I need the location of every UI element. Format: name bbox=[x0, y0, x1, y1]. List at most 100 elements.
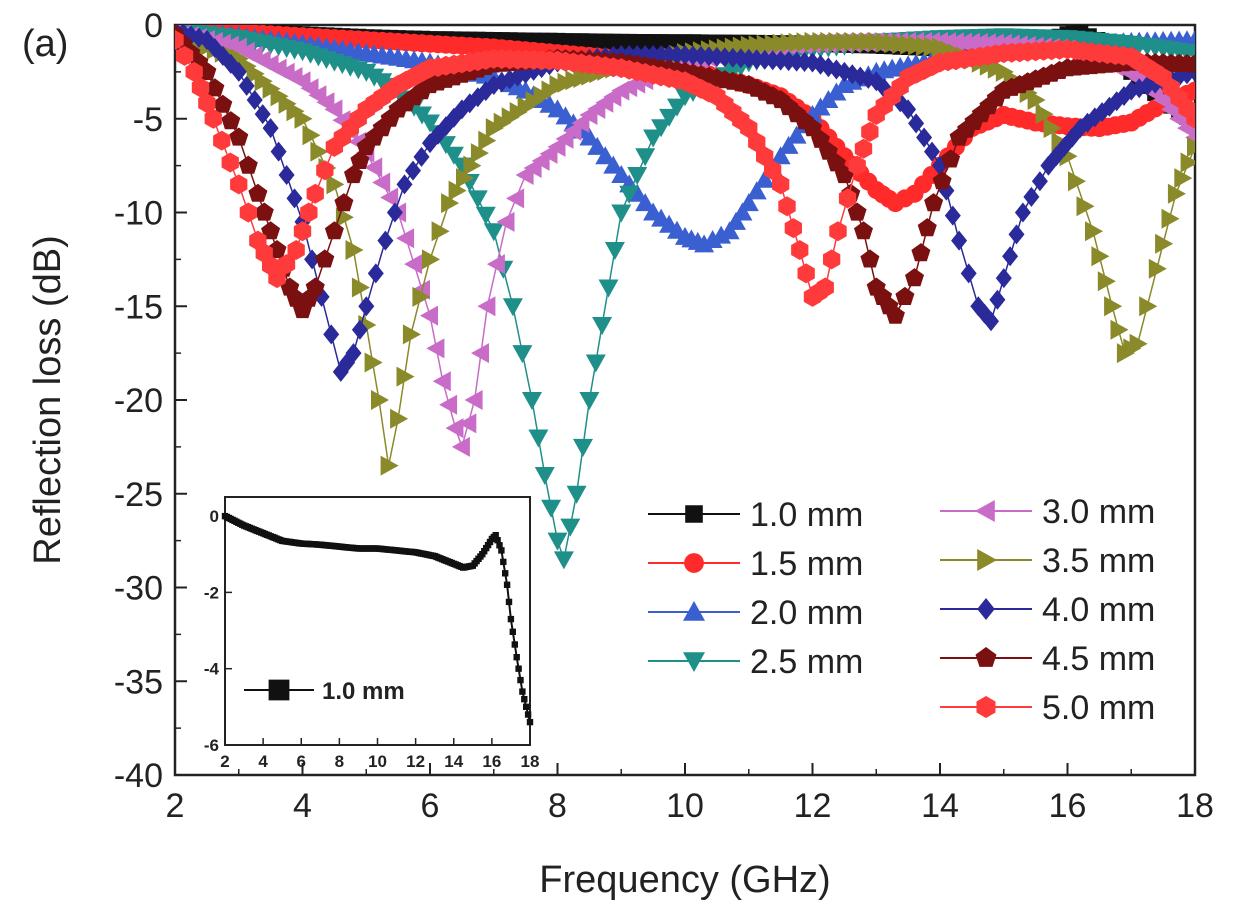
data-point bbox=[486, 254, 505, 275]
data-point bbox=[719, 221, 740, 240]
inset-data-point bbox=[498, 547, 505, 554]
data-point bbox=[1161, 208, 1180, 229]
data-point bbox=[1186, 108, 1195, 129]
data-point bbox=[396, 366, 415, 387]
inset-data-point bbox=[513, 654, 520, 661]
data-point bbox=[205, 78, 225, 97]
legend-item-1-0-mm: 1.0 mm bbox=[648, 496, 863, 534]
data-point bbox=[826, 153, 846, 172]
x-tick-label: 4 bbox=[293, 787, 312, 825]
data-point bbox=[740, 48, 757, 69]
data-point bbox=[402, 324, 421, 345]
data-point bbox=[310, 141, 329, 162]
data-point bbox=[848, 155, 866, 176]
x-tick-label: 18 bbox=[1176, 787, 1214, 825]
legend-marker bbox=[977, 598, 995, 620]
data-point bbox=[380, 187, 399, 208]
data-point bbox=[786, 125, 807, 144]
data-point bbox=[740, 118, 758, 139]
data-point bbox=[566, 485, 587, 504]
data-point bbox=[221, 111, 241, 130]
data-point bbox=[221, 152, 239, 173]
data-point bbox=[592, 317, 613, 335]
data-point bbox=[724, 47, 741, 68]
data-point bbox=[772, 174, 790, 195]
data-point bbox=[286, 188, 303, 209]
x-axis-title: Frequency (GHz) bbox=[539, 859, 830, 901]
data-point bbox=[1180, 152, 1195, 173]
data-point bbox=[463, 155, 482, 176]
data-point bbox=[579, 127, 600, 146]
data-point bbox=[431, 221, 450, 242]
inset-x-tick-label: 4 bbox=[258, 752, 268, 771]
data-point bbox=[238, 75, 255, 96]
data-point bbox=[1097, 271, 1116, 292]
data-point bbox=[386, 202, 403, 223]
data-point bbox=[344, 165, 363, 184]
data-point bbox=[246, 90, 263, 110]
data-point bbox=[506, 188, 525, 209]
data-point bbox=[229, 127, 249, 146]
data-point bbox=[1155, 233, 1174, 254]
data-point bbox=[1035, 104, 1054, 125]
data-point bbox=[1031, 171, 1048, 192]
inset-data-point bbox=[519, 688, 526, 695]
data-point bbox=[1008, 224, 1025, 245]
data-point bbox=[778, 196, 796, 217]
legend-marker bbox=[976, 696, 996, 718]
data-point bbox=[478, 130, 497, 151]
inset-series-1-0-mm bbox=[221, 512, 534, 726]
inset-data-point bbox=[521, 696, 528, 703]
data-point bbox=[316, 160, 334, 181]
data-point bbox=[458, 413, 477, 434]
data-point bbox=[502, 298, 523, 317]
data-point bbox=[287, 240, 305, 260]
data-point bbox=[185, 61, 203, 82]
data-point bbox=[611, 165, 632, 183]
data-point bbox=[367, 263, 384, 284]
data-point bbox=[351, 319, 368, 340]
data-point bbox=[305, 277, 325, 296]
series-4-0-mm bbox=[175, 25, 1195, 382]
data-point bbox=[579, 392, 600, 410]
data-point bbox=[306, 183, 324, 204]
data-point bbox=[483, 223, 504, 242]
data-point bbox=[364, 157, 383, 178]
data-point bbox=[603, 155, 624, 174]
data-point bbox=[1043, 118, 1062, 139]
data-point bbox=[746, 181, 767, 200]
data-point bbox=[413, 146, 430, 167]
data-point bbox=[995, 268, 1012, 289]
inset-x-tick-label: 6 bbox=[297, 752, 306, 771]
legend-label: 3.5 mm bbox=[1042, 542, 1155, 580]
data-point bbox=[396, 228, 415, 249]
y-tick-label: -40 bbox=[114, 757, 163, 795]
data-point bbox=[651, 119, 672, 138]
y-tick-label: -30 bbox=[114, 570, 163, 608]
x-tick-label: 6 bbox=[421, 787, 440, 825]
data-point bbox=[175, 45, 194, 66]
legend-label: 2.5 mm bbox=[750, 643, 863, 681]
legend-label: 4.5 mm bbox=[1042, 640, 1155, 678]
y-axis-title: Reflection loss (dB) bbox=[27, 235, 69, 564]
x-tick-label: 12 bbox=[794, 787, 832, 825]
data-point bbox=[1072, 118, 1089, 139]
data-point bbox=[917, 218, 937, 237]
data-point bbox=[797, 263, 815, 284]
data-point bbox=[932, 171, 952, 190]
data-point bbox=[512, 345, 533, 364]
data-point bbox=[738, 193, 759, 212]
data-point bbox=[861, 121, 879, 142]
data-point bbox=[534, 467, 555, 485]
data-point bbox=[404, 254, 423, 275]
data-point bbox=[1023, 186, 1040, 207]
data-point bbox=[1076, 196, 1095, 217]
data-point bbox=[268, 268, 286, 289]
data-point bbox=[175, 30, 184, 50]
data-point bbox=[1002, 246, 1019, 267]
data-point bbox=[635, 193, 656, 212]
data-point bbox=[553, 551, 574, 570]
data-point bbox=[351, 277, 370, 298]
data-point bbox=[204, 108, 222, 129]
